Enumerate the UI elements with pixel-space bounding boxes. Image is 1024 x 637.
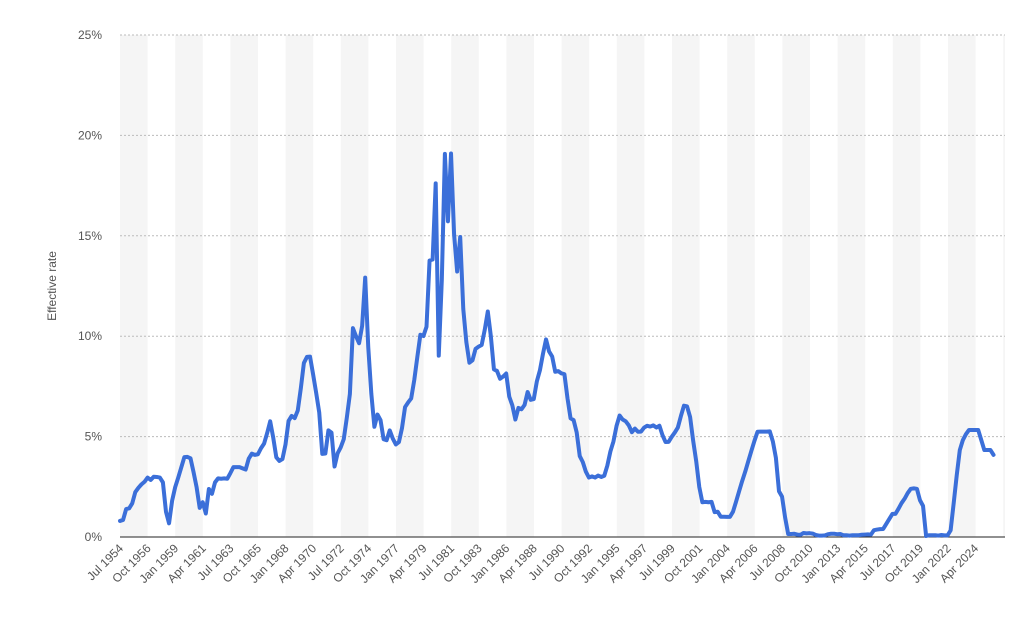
y-axis-title: Effective rate [45,251,59,321]
band [782,35,810,537]
band [285,35,314,537]
band [451,35,479,537]
band [561,35,590,537]
band [506,35,534,537]
band [616,35,645,537]
band [727,35,755,537]
band [948,35,976,537]
y-tick-label: 5% [85,430,103,444]
band [837,35,866,537]
band [892,35,921,537]
y-tick-label: 20% [78,128,102,142]
y-tick-label: 10% [78,329,102,343]
y-tick-label: 0% [85,530,103,544]
background-bands [120,35,1005,537]
band [175,35,203,537]
y-tick-label: 25% [78,28,102,42]
band [120,35,148,537]
band [1003,35,1005,537]
y-tick-label: 15% [78,229,102,243]
line-series [118,151,996,538]
band [396,35,424,537]
band [230,35,258,537]
